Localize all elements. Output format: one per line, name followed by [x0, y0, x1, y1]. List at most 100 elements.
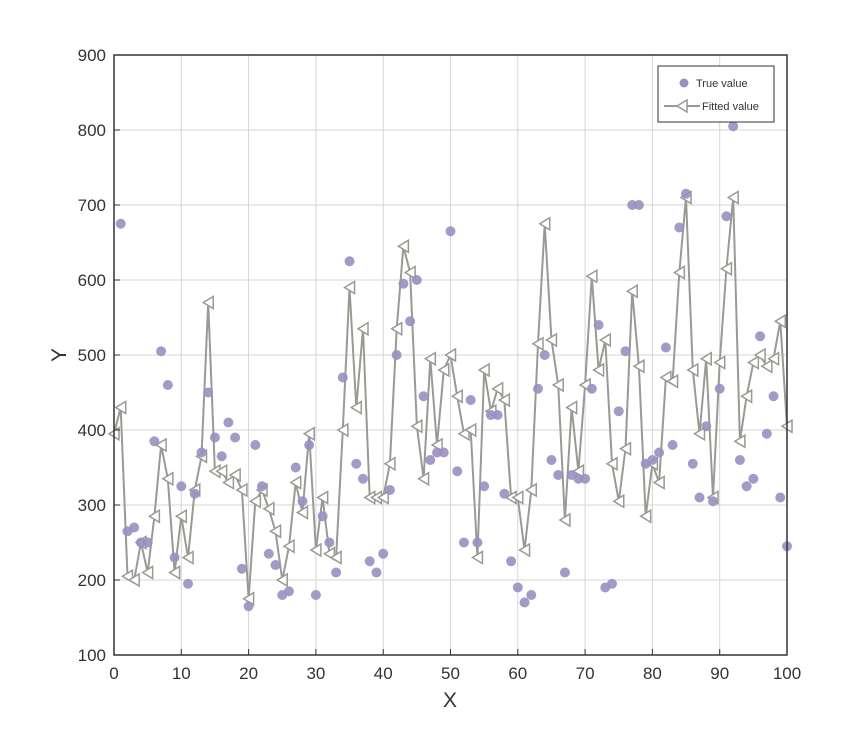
- fitted-value-marker: [349, 400, 363, 415]
- true-value-point: [755, 331, 766, 342]
- true-value-point: [674, 222, 685, 233]
- fitted-value-marker: [383, 456, 396, 472]
- true-value-point: [317, 511, 328, 522]
- fitted-value-marker: [390, 321, 403, 337]
- true-value-point: [304, 440, 315, 450]
- fitted-value-marker: [551, 377, 564, 393]
- true-value-point: [438, 447, 449, 458]
- true-value-point: [230, 432, 241, 443]
- fitted-value-marker: [295, 505, 309, 520]
- legend-box: [657, 65, 775, 123]
- true-value-point: [445, 226, 456, 237]
- y-tick-label: 600: [78, 271, 106, 290]
- y-tick-label: 300: [78, 496, 106, 515]
- fitted-value-marker: [201, 295, 214, 310]
- fitted-value-marker: [181, 550, 194, 565]
- fitted-value-marker: [538, 216, 551, 232]
- fitted-value-marker: [316, 490, 329, 505]
- true-value-point: [472, 537, 483, 548]
- true-value-point: [290, 462, 301, 473]
- true-value-point: [761, 428, 772, 439]
- true-value-point: [169, 552, 180, 563]
- true-value-point: [714, 383, 725, 394]
- y-tick-label: 700: [78, 196, 106, 215]
- fitted-value-marker: [612, 493, 625, 509]
- true-value-point: [331, 567, 342, 578]
- fitted-value-marker: [544, 332, 558, 348]
- true-value-point: [559, 567, 570, 578]
- fitted-value-marker: [632, 358, 645, 374]
- true-value-point: [337, 372, 348, 383]
- fitted-value-marker: [652, 475, 665, 490]
- true-value-point: [196, 447, 207, 458]
- axis-ticks: [113, 54, 788, 656]
- fitted-value-marker: [666, 373, 679, 389]
- fitted-value-marker: [114, 400, 127, 415]
- true-value-point: [183, 578, 194, 589]
- fitted-value-marker: [686, 362, 699, 378]
- true-value-point: [768, 391, 779, 402]
- true-value-point: [546, 455, 557, 465]
- true-value-point: [519, 597, 530, 608]
- axis-tick-labels: 0 10 20 30 40 50 60 70 80 90 100 100 200 300 400 500 600…: [78, 46, 802, 683]
- true-value-point: [270, 560, 281, 570]
- fitted-value-marker: [726, 190, 739, 205]
- fitted-value-marker: [619, 441, 632, 457]
- true-value-point: [236, 563, 247, 574]
- x-tick-label: 90: [710, 664, 729, 683]
- y-tick-label: 100: [78, 646, 106, 665]
- fitted-value-marker: [672, 265, 686, 280]
- fitted-value-marker: [423, 351, 437, 367]
- fitted-value-marker: [713, 355, 726, 370]
- fitted-value-marker: [719, 261, 733, 277]
- fitted-value-marker: [464, 422, 477, 438]
- true-value-point: [465, 395, 476, 405]
- fitted-value-marker: [639, 508, 652, 524]
- true-value-point: [607, 578, 618, 589]
- true-value-point: [209, 432, 220, 443]
- fitted-value-marker: [470, 550, 484, 565]
- true-value-point: [398, 278, 409, 289]
- true-value-point: [297, 496, 308, 507]
- fitted-value-marker: [221, 475, 235, 490]
- fitted-value-marker: [558, 512, 571, 528]
- true-value-point: [351, 458, 362, 469]
- fitted-value-marker: [524, 482, 538, 498]
- true-value-point: [539, 350, 550, 360]
- true-value-point: [499, 488, 510, 499]
- fitted-value-marker: [127, 572, 140, 588]
- fitted-value-marker: [585, 268, 598, 284]
- true-value-point: [405, 316, 416, 327]
- x-tick-label: 30: [306, 664, 325, 683]
- true-value-point: [479, 481, 490, 492]
- fitted-value-marker: [417, 471, 430, 487]
- x-tick-label: 20: [239, 664, 258, 683]
- true-value-point: [310, 590, 321, 600]
- fitted-value-marker: [343, 280, 356, 295]
- true-value-point: [458, 537, 469, 548]
- fitted-value-marker: [767, 351, 780, 367]
- x-tick-label: 50: [441, 664, 460, 683]
- fitted-value-marker: [410, 418, 423, 434]
- true-value-point: [364, 556, 375, 567]
- fitted-value-marker: [746, 355, 760, 370]
- legend-true-label: True value: [696, 78, 748, 90]
- true-value-point: [162, 380, 173, 390]
- legend-true-marker: [679, 78, 689, 88]
- fitted-value-marker: [309, 542, 322, 558]
- true-value-point: [203, 387, 214, 398]
- fitted-value-marker: [773, 313, 787, 329]
- true-value-point: [391, 350, 402, 360]
- fitted-value-marker: [753, 347, 766, 363]
- fitted-value-marker: [531, 336, 544, 352]
- fitted-value-marker: [154, 437, 167, 453]
- y-tick-label: 900: [78, 46, 106, 65]
- x-tick-label: 40: [374, 664, 393, 683]
- fitted-value-marker: [592, 362, 605, 378]
- true-value-point: [667, 440, 678, 450]
- legend: True value Fitted value: [657, 65, 775, 123]
- true-value-point: [775, 492, 786, 503]
- x-tick-label: 60: [508, 664, 527, 683]
- true-value-point: [748, 473, 759, 484]
- true-value-point: [492, 410, 503, 420]
